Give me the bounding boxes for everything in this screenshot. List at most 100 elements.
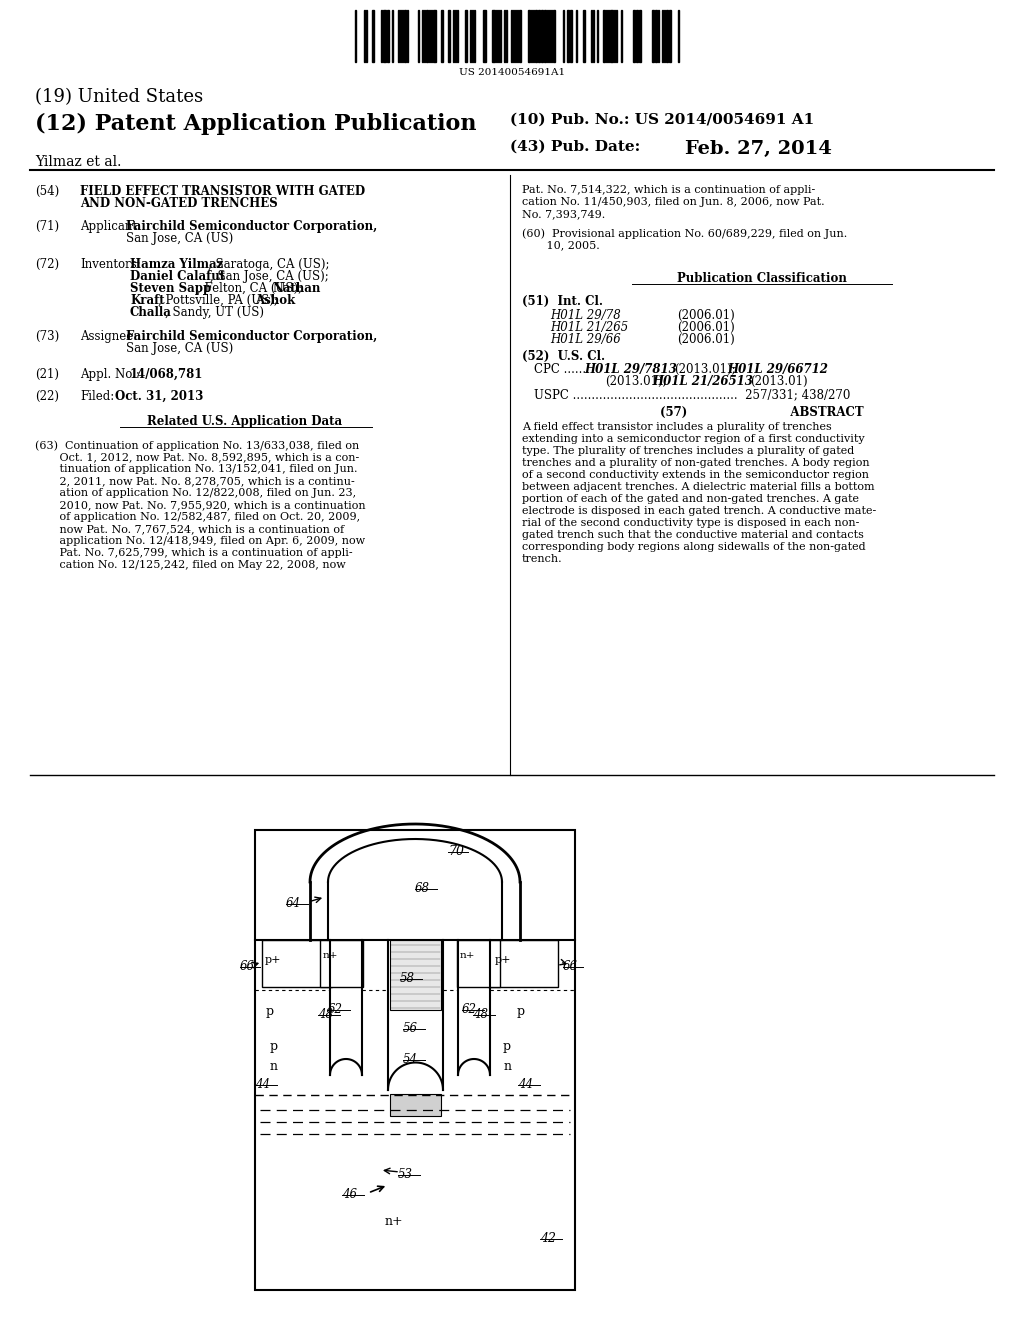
Text: gated trench such that the conductive material and contacts: gated trench such that the conductive ma… [522, 531, 864, 540]
Text: , San Jose, CA (US);: , San Jose, CA (US); [210, 271, 329, 282]
Text: trenches and a plurality of non-gated trenches. A body region: trenches and a plurality of non-gated tr… [522, 458, 869, 469]
Text: p+: p+ [265, 954, 282, 965]
Text: 66: 66 [240, 960, 255, 973]
Text: n: n [504, 1060, 512, 1073]
Bar [262, 940, 332, 987]
Bar [538, 11, 540, 62]
Text: extending into a semiconductor region of a first conductivity: extending into a semiconductor region of… [522, 434, 864, 444]
Text: p+: p+ [495, 954, 512, 965]
Text: Inventors:: Inventors: [80, 257, 140, 271]
Bar [633, 11, 635, 62]
Text: 14/068,781: 14/068,781 [130, 368, 204, 381]
Text: 66: 66 [563, 960, 578, 973]
Text: FIELD EFFECT TRANSISTOR WITH GATED: FIELD EFFECT TRANSISTOR WITH GATED [80, 185, 366, 198]
Text: p: p [503, 1040, 511, 1053]
Text: 46: 46 [342, 1188, 357, 1201]
Bar [583, 11, 585, 62]
Text: Applicant:: Applicant: [80, 220, 144, 234]
Text: n+: n+ [460, 950, 475, 960]
Text: Ashok: Ashok [255, 294, 295, 308]
Text: p: p [270, 1040, 279, 1053]
Text: 48: 48 [318, 1008, 333, 1020]
Text: between adjacent trenches. A dielectric material fills a bottom: between adjacent trenches. A dielectric … [522, 482, 874, 492]
Text: A field effect transistor includes a plurality of trenches: A field effect transistor includes a plu… [522, 422, 831, 432]
Bar [255, 830, 575, 1290]
Text: electrode is disposed in each gated trench. A conductive mate-: electrode is disposed in each gated tren… [522, 506, 877, 516]
Text: rial of the second conductivity type is disposed in each non-: rial of the second conductivity type is … [522, 517, 859, 528]
Bar [426, 11, 428, 62]
Text: 2, 2011, now Pat. No. 8,278,705, which is a continu-: 2, 2011, now Pat. No. 8,278,705, which i… [35, 477, 354, 486]
Text: (2006.01): (2006.01) [677, 309, 735, 322]
Text: AND NON-GATED TRENCHES: AND NON-GATED TRENCHES [80, 197, 278, 210]
Text: H01L 21/26513: H01L 21/26513 [652, 375, 753, 388]
Text: Nathan: Nathan [272, 282, 321, 294]
Bar [570, 11, 572, 62]
Bar [383, 11, 386, 62]
Bar [387, 11, 389, 62]
Text: tinuation of application No. 13/152,041, filed on Jun.: tinuation of application No. 13/152,041,… [35, 465, 357, 474]
Text: (12) Patent Application Publication: (12) Patent Application Publication [35, 114, 476, 135]
Text: Challa: Challa [130, 306, 172, 319]
Text: (52)  U.S. Cl.: (52) U.S. Cl. [522, 350, 605, 363]
Text: type. The plurality of trenches includes a plurality of gated: type. The plurality of trenches includes… [522, 446, 854, 455]
Text: 68: 68 [415, 882, 430, 895]
Text: Fairchild Semiconductor Corporation,: Fairchild Semiconductor Corporation, [126, 220, 377, 234]
Text: Daniel Calafut: Daniel Calafut [130, 271, 225, 282]
Text: Steven Sapp: Steven Sapp [130, 282, 211, 294]
Text: 56: 56 [403, 1022, 418, 1035]
Bar [519, 11, 521, 62]
Text: (57)                         ABSTRACT: (57) ABSTRACT [660, 407, 864, 418]
Text: (2013.01);: (2013.01); [674, 363, 735, 376]
Text: No. 7,393,749.: No. 7,393,749. [522, 209, 605, 219]
Bar [390, 1093, 441, 1115]
Text: application No. 12/418,949, filed on Apr. 6, 2009, now: application No. 12/418,949, filed on Apr… [35, 536, 366, 546]
Text: cation No. 12/125,242, filed on May 22, 2008, now: cation No. 12/125,242, filed on May 22, … [35, 560, 346, 570]
Text: Oct. 1, 2012, now Pat. No. 8,592,895, which is a con-: Oct. 1, 2012, now Pat. No. 8,592,895, wh… [35, 451, 359, 462]
Text: (51)  Int. Cl.: (51) Int. Cl. [522, 294, 603, 308]
Bar [449, 11, 450, 62]
Text: Kraft: Kraft [130, 294, 165, 308]
Bar [535, 11, 537, 62]
Text: 54: 54 [403, 1053, 418, 1067]
Bar [390, 940, 441, 1010]
Bar [457, 940, 500, 987]
Text: 62: 62 [462, 1003, 477, 1016]
Text: , Saratoga, CA (US);: , Saratoga, CA (US); [208, 257, 330, 271]
Bar [441, 11, 443, 62]
Bar [544, 11, 546, 62]
Text: , Felton, CA (US);: , Felton, CA (US); [197, 282, 306, 294]
Bar [652, 11, 654, 62]
Text: 44: 44 [518, 1078, 534, 1092]
Text: , Sandy, UT (US): , Sandy, UT (US) [165, 306, 264, 319]
Text: (2006.01): (2006.01) [677, 333, 735, 346]
Text: H01L 29/66: H01L 29/66 [550, 333, 621, 346]
Text: 64: 64 [286, 898, 301, 909]
Text: of application No. 12/582,487, filed on Oct. 20, 2009,: of application No. 12/582,487, filed on … [35, 512, 360, 521]
Bar [492, 11, 495, 62]
Text: ation of application No. 12/822,008, filed on Jun. 23,: ation of application No. 12/822,008, fil… [35, 488, 356, 498]
Text: , Pottsville, PA (US);: , Pottsville, PA (US); [158, 294, 282, 308]
Text: H01L 21/265: H01L 21/265 [550, 321, 629, 334]
Bar [319, 940, 362, 987]
Bar [567, 11, 569, 62]
Text: n: n [270, 1060, 278, 1073]
Text: Filed:: Filed: [80, 389, 115, 403]
Bar [655, 11, 657, 62]
Bar [541, 11, 543, 62]
Text: H01L 29/7813: H01L 29/7813 [584, 363, 677, 376]
Text: Assignee:: Assignee: [80, 330, 141, 343]
Text: Pat. No. 7,514,322, which is a continuation of appli-: Pat. No. 7,514,322, which is a continuat… [522, 185, 815, 195]
Text: portion of each of the gated and non-gated trenches. A gate: portion of each of the gated and non-gat… [522, 494, 859, 504]
Text: 58: 58 [400, 972, 415, 985]
Text: (2006.01): (2006.01) [677, 321, 735, 334]
Text: Hamza Yilmaz: Hamza Yilmaz [130, 257, 223, 271]
Bar [433, 11, 436, 62]
Text: (72): (72) [35, 257, 59, 271]
Bar [528, 11, 530, 62]
Text: (73): (73) [35, 330, 59, 343]
Bar [483, 11, 486, 62]
Text: 42: 42 [540, 1232, 556, 1245]
Text: (71): (71) [35, 220, 59, 234]
Text: (19) United States: (19) United States [35, 88, 203, 106]
Bar [488, 940, 558, 987]
